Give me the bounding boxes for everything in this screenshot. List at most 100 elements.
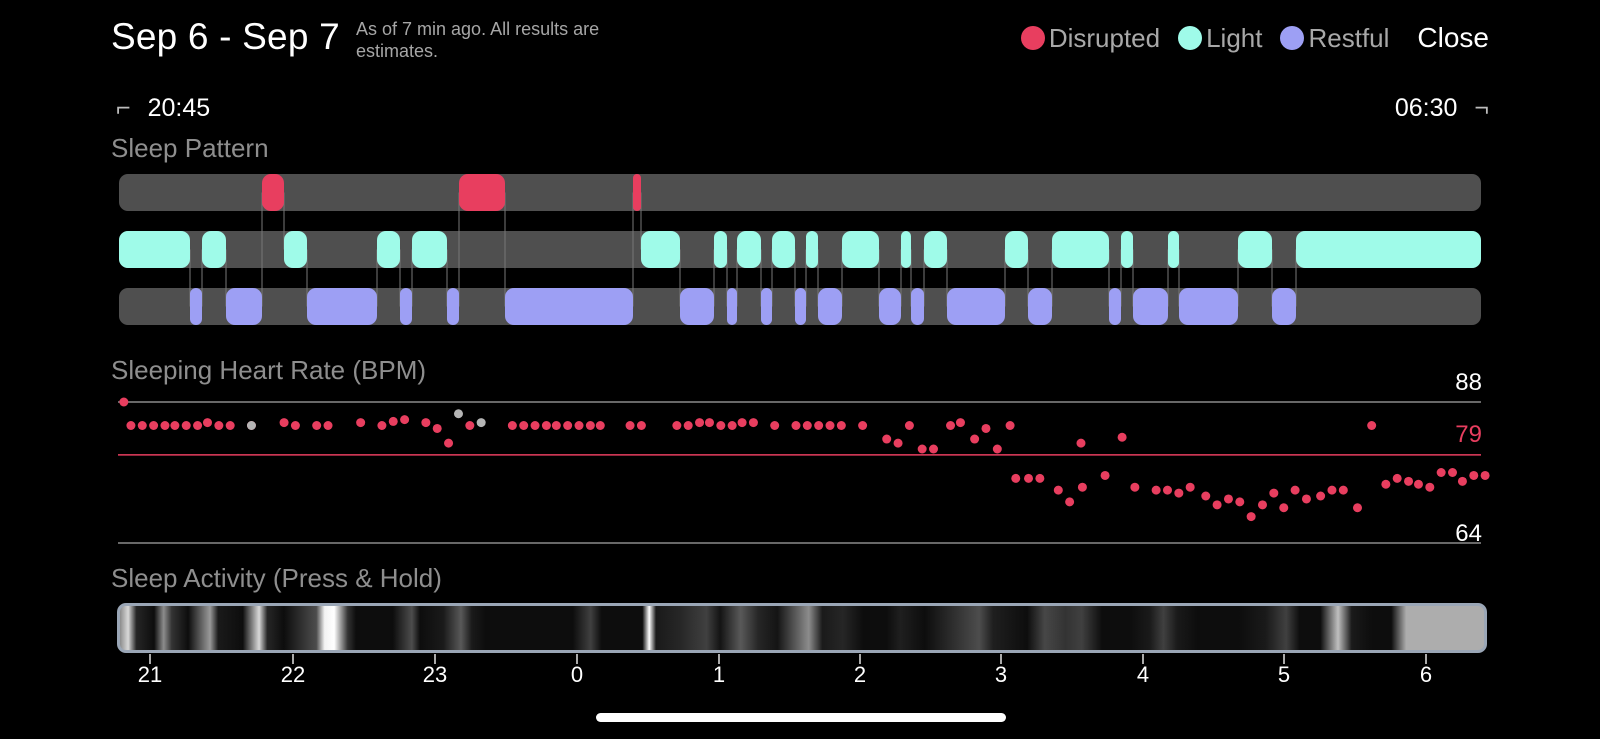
hr-point bbox=[904, 421, 914, 430]
hr-point bbox=[814, 421, 824, 430]
hr-point bbox=[202, 418, 212, 428]
hr-point bbox=[636, 421, 646, 430]
hour-label: 3 bbox=[994, 662, 1008, 687]
home-indicator[interactable] bbox=[596, 713, 1006, 722]
hr-point bbox=[1011, 473, 1021, 483]
hr-point bbox=[1425, 482, 1435, 492]
end-time: 06:30 ¬ bbox=[1395, 94, 1489, 123]
hr-point bbox=[119, 397, 129, 407]
hr-point bbox=[737, 418, 747, 428]
hr-point bbox=[1392, 473, 1402, 483]
hour-label: 2 bbox=[853, 662, 867, 687]
hr-point bbox=[1469, 470, 1479, 480]
hr-point bbox=[585, 421, 595, 430]
hr-point bbox=[917, 444, 927, 454]
hr-point bbox=[1162, 485, 1172, 495]
hr-point bbox=[541, 421, 551, 430]
hr-point-gray bbox=[453, 409, 463, 419]
hr-point bbox=[1381, 479, 1391, 489]
hour-tick bbox=[149, 654, 151, 664]
restful-segment bbox=[761, 288, 772, 325]
hour-tick bbox=[1142, 654, 1144, 664]
hr-point bbox=[1201, 491, 1211, 501]
sleep-activity-bar[interactable] bbox=[117, 603, 1487, 653]
hr-point bbox=[160, 421, 170, 430]
start-time: ⌐ 20:45 bbox=[116, 94, 210, 123]
hr-point bbox=[836, 421, 846, 430]
restful-segment bbox=[190, 288, 202, 325]
hr-point bbox=[1076, 438, 1086, 448]
close-button[interactable]: Close bbox=[1417, 22, 1489, 53]
hr-point bbox=[802, 421, 812, 430]
hr-point bbox=[1448, 468, 1458, 477]
legend-label: Restful bbox=[1308, 22, 1390, 53]
hr-point bbox=[1404, 476, 1414, 486]
hr-point bbox=[683, 421, 693, 430]
restful-segment bbox=[947, 288, 1005, 325]
hr-point bbox=[1301, 494, 1311, 504]
hr-point bbox=[1436, 468, 1446, 477]
hour-tick bbox=[1000, 654, 1002, 664]
hr-point bbox=[625, 421, 635, 430]
legend: Disrupted Light Restful Close bbox=[1003, 22, 1489, 54]
legend-item-light: Light bbox=[1178, 23, 1262, 54]
sleep-pattern-track bbox=[119, 174, 1481, 211]
restful-segment bbox=[911, 288, 924, 325]
hr-point bbox=[530, 421, 540, 430]
hr-point bbox=[1338, 485, 1348, 495]
hr-point bbox=[507, 421, 517, 430]
hr-point bbox=[1413, 479, 1423, 489]
light-segment bbox=[1296, 231, 1481, 268]
hr-point bbox=[1327, 485, 1337, 495]
restful-segment bbox=[226, 288, 262, 325]
hr-point bbox=[432, 423, 442, 433]
hour-label: 22 bbox=[280, 662, 306, 687]
hr-point bbox=[770, 421, 780, 430]
hour-tick bbox=[576, 654, 578, 664]
light-segment bbox=[284, 231, 307, 268]
sleep-pattern-chart bbox=[119, 174, 1481, 325]
hour-tick bbox=[1425, 654, 1427, 664]
hr-point bbox=[981, 423, 991, 433]
sleep-pattern-track bbox=[119, 231, 1481, 268]
restful-segment bbox=[1028, 288, 1052, 325]
hr-point-gray bbox=[476, 418, 486, 428]
hr-point bbox=[1223, 494, 1233, 504]
restful-dot-icon bbox=[1280, 26, 1305, 50]
light-segment bbox=[924, 231, 947, 268]
hr-point bbox=[929, 444, 939, 454]
light-segment bbox=[641, 231, 680, 268]
hour-axis: 21 22 23 0 1 2 3 4 5 6 bbox=[0, 654, 1600, 692]
hr-point bbox=[825, 421, 835, 430]
hr-point bbox=[716, 421, 726, 430]
light-dot-icon bbox=[1178, 26, 1203, 50]
hr-avg-label: 79 bbox=[1455, 421, 1482, 448]
hr-point bbox=[893, 438, 903, 448]
light-segment bbox=[901, 231, 911, 268]
hr-point bbox=[970, 434, 980, 444]
legend-item-restful: Restful bbox=[1280, 23, 1389, 54]
hour-tick bbox=[859, 654, 861, 664]
hr-point bbox=[882, 434, 892, 444]
hr-point bbox=[444, 438, 454, 448]
hour-label: 23 bbox=[422, 662, 448, 687]
disrupted-segment bbox=[633, 174, 641, 211]
sleep-activity-title: Sleep Activity (Press & Hold) bbox=[111, 563, 442, 593]
hr-point bbox=[1035, 473, 1045, 483]
light-segment bbox=[1052, 231, 1109, 268]
hour-tick bbox=[292, 654, 294, 664]
hr-point bbox=[1269, 488, 1279, 498]
hour-tick bbox=[434, 654, 436, 664]
restful-segment bbox=[400, 288, 412, 325]
bracket-start-icon: ⌐ bbox=[116, 94, 131, 122]
hr-point bbox=[1130, 482, 1140, 492]
hour-label: 5 bbox=[1277, 662, 1291, 687]
date-range-title: Sep 6 - Sep 7 bbox=[111, 16, 340, 57]
heart-rate-chart bbox=[118, 397, 1490, 544]
hr-point bbox=[356, 418, 366, 428]
start-time-label: 20:45 bbox=[147, 94, 211, 122]
hr-point bbox=[193, 421, 203, 430]
as-of-note: As of 7 min ago. All results are estimat… bbox=[356, 19, 600, 61]
hr-point bbox=[225, 421, 235, 430]
hr-point bbox=[1005, 421, 1015, 430]
